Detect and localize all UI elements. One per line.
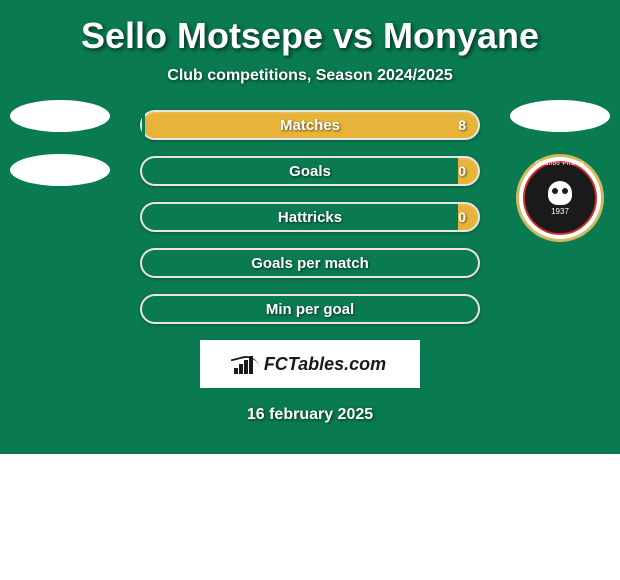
stat-bar: Min per goal xyxy=(140,294,480,324)
footer-date: 16 february 2025 xyxy=(0,406,620,424)
placeholder-oval-icon xyxy=(10,154,110,186)
placeholder-oval-icon xyxy=(510,100,610,132)
comparison-card: Sello Motsepe vs Monyane Club competitio… xyxy=(0,0,620,454)
subtitle: Club competitions, Season 2024/2025 xyxy=(0,67,620,85)
stat-label: Goals xyxy=(289,163,331,180)
stat-bar: Goals per match xyxy=(140,248,480,278)
stat-label: Matches xyxy=(280,117,340,134)
skull-icon xyxy=(548,181,572,205)
comparison-area: Orlando Pirates 1937 Matches8Goals0Hattr… xyxy=(0,110,620,324)
left-player-badges xyxy=(10,100,110,208)
stat-label: Min per goal xyxy=(266,301,354,318)
brand-text: FCTables.com xyxy=(264,354,386,375)
badge-club-name: Orlando Pirates xyxy=(535,161,584,167)
brand-box: FCTables.com xyxy=(200,340,420,388)
placeholder-oval-icon xyxy=(10,100,110,132)
badge-year: 1937 xyxy=(551,207,569,216)
stat-value-right: 0 xyxy=(458,163,466,179)
club-badge-inner: Orlando Pirates 1937 xyxy=(523,161,597,235)
stat-bar: Hattricks 0 xyxy=(140,202,480,232)
stat-value-right: 0 xyxy=(458,209,466,225)
stat-value-right: 8 xyxy=(458,117,466,133)
stat-bar: Goals 0 xyxy=(140,156,480,186)
page-title: Sello Motsepe vs Monyane xyxy=(0,15,620,57)
stat-fill xyxy=(142,112,145,138)
stat-label: Goals per match xyxy=(251,255,369,272)
bar-chart-icon xyxy=(234,354,258,374)
right-player-badges: Orlando Pirates 1937 xyxy=(510,100,610,242)
club-badge: Orlando Pirates 1937 xyxy=(516,154,604,242)
stat-label: Hattricks xyxy=(278,209,342,226)
stat-bars: Matches 8 Goals 0 Hattricks 0 Goals per match M… xyxy=(140,110,480,324)
stat-bar: Matches 8 xyxy=(140,110,480,140)
